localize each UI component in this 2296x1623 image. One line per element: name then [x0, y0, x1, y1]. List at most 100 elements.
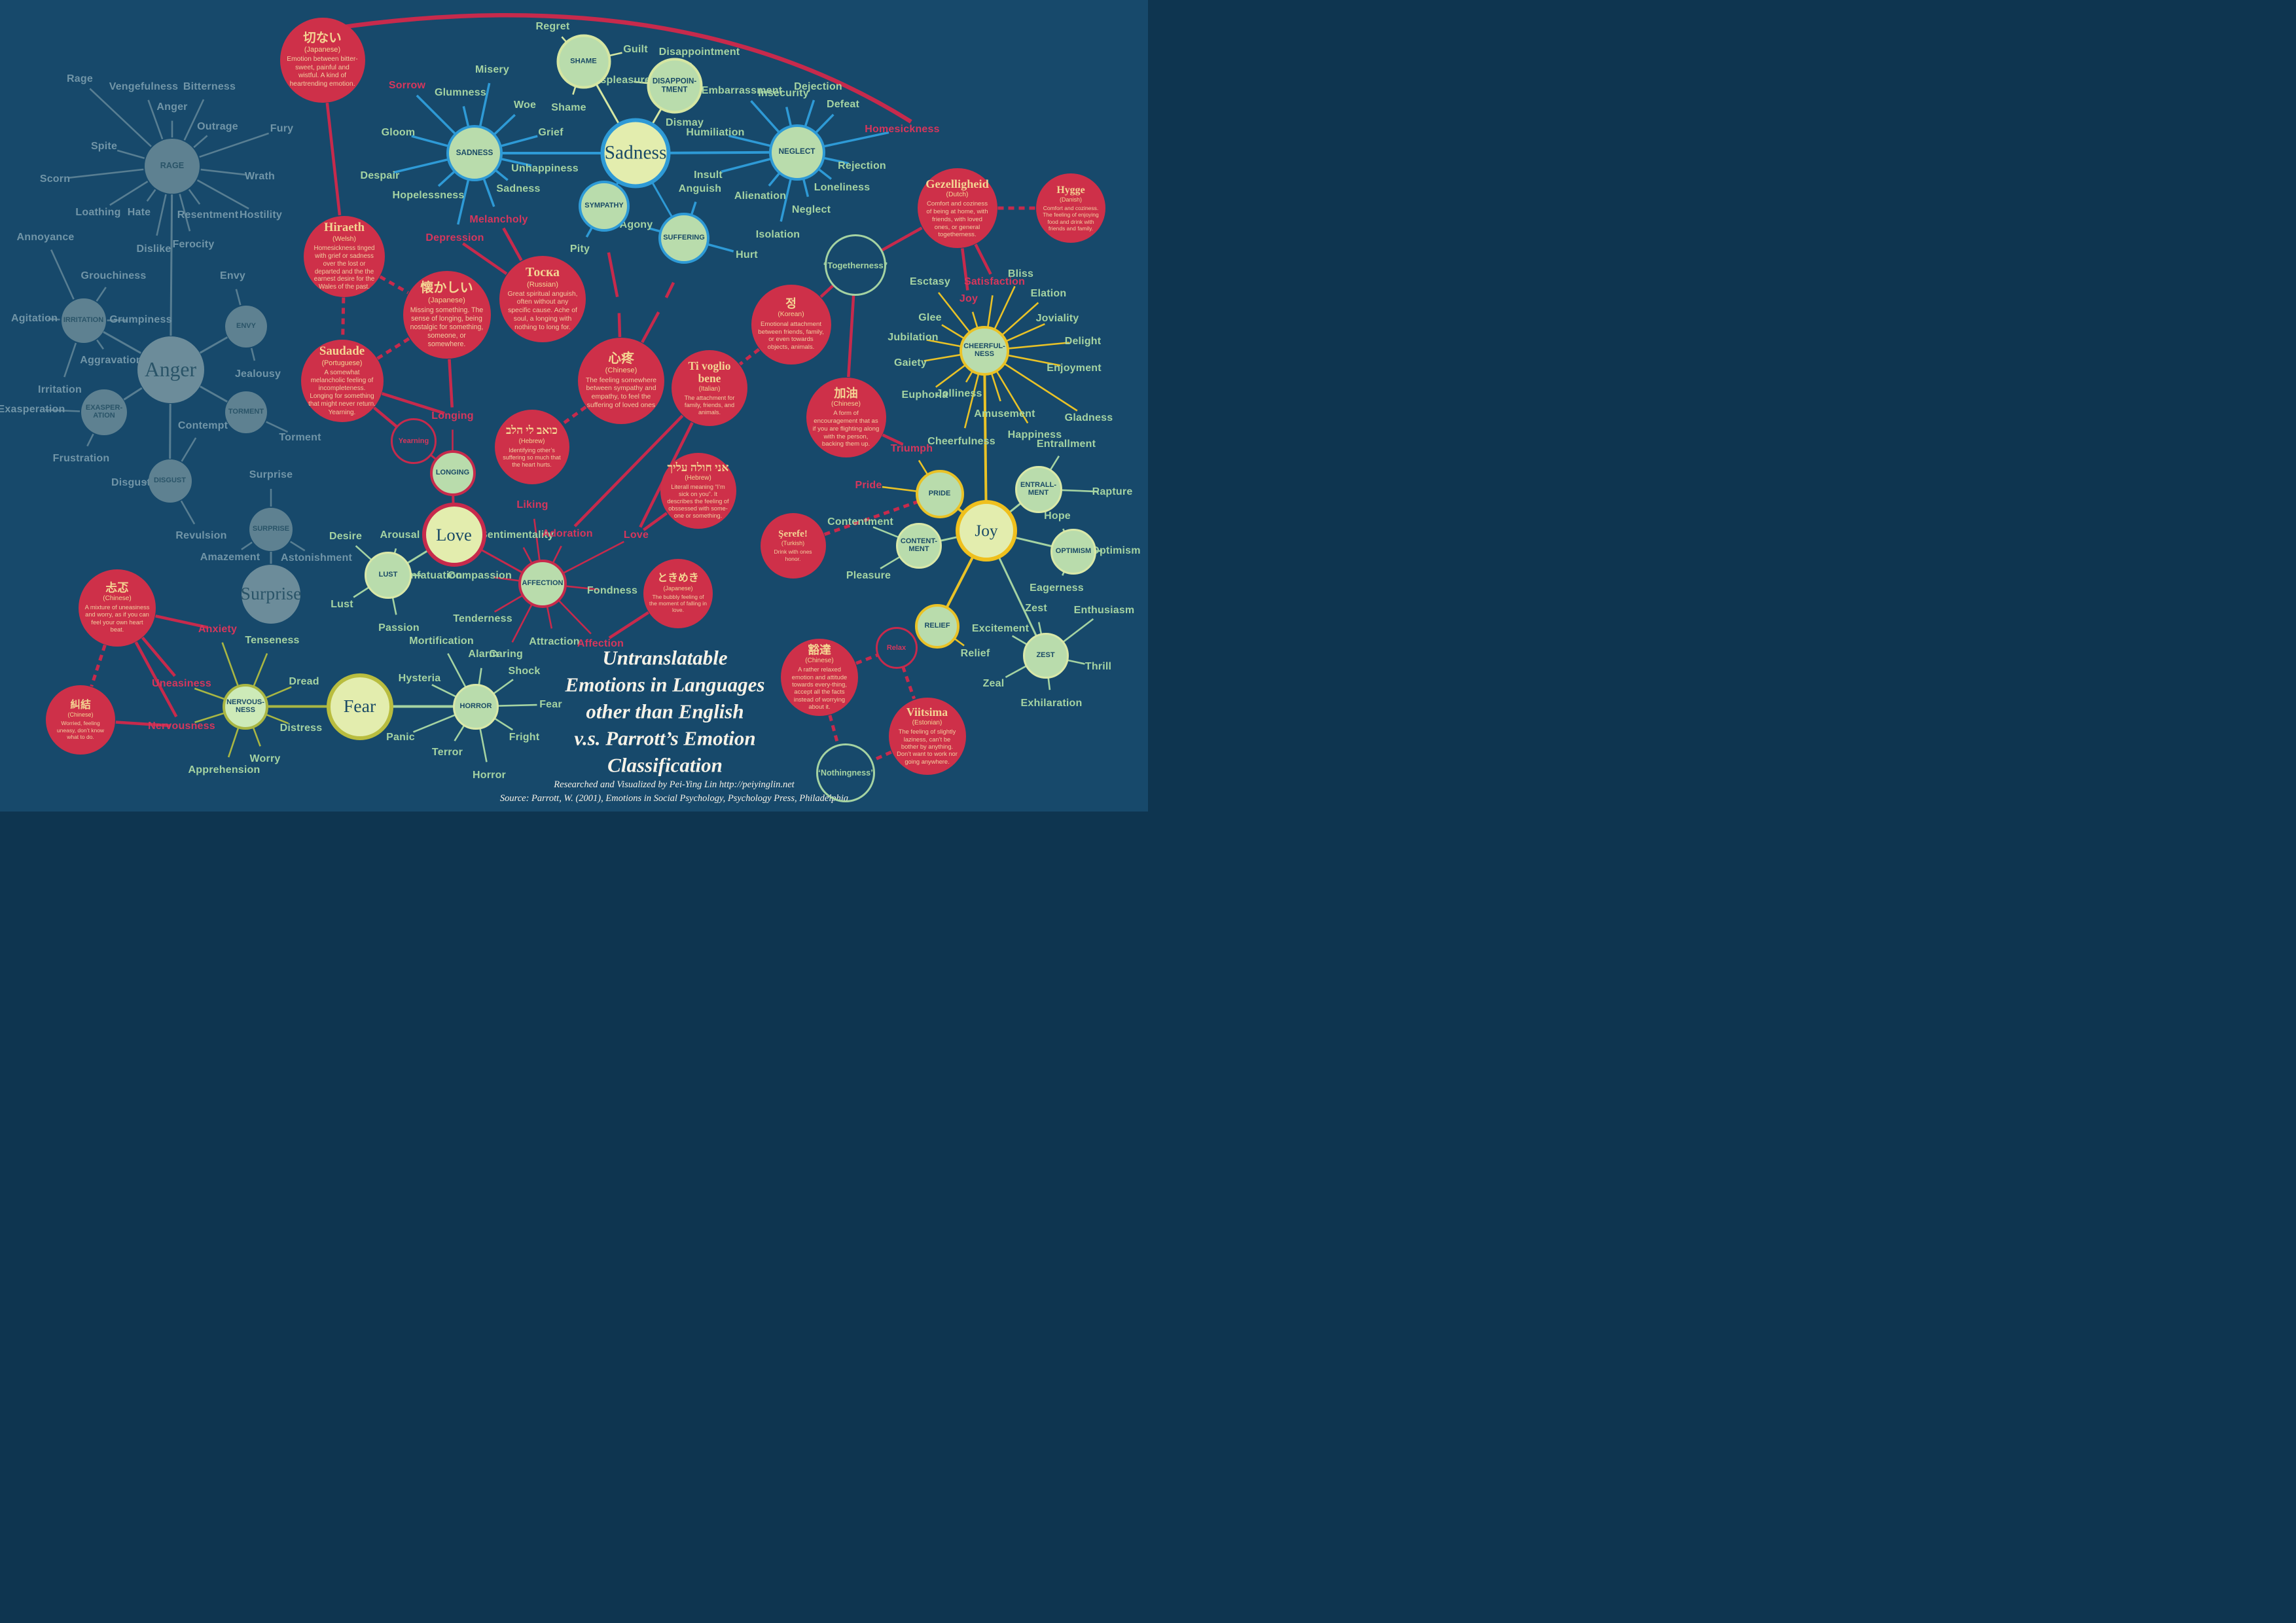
red-circle-title: 豁達 — [808, 643, 831, 656]
credit-line: Researched and Visualized by Pei-Ying Li… — [554, 779, 795, 790]
red-circle-jiayou: 加油 (Chinese) A form of encouragement that … — [806, 378, 886, 457]
red-circle-description: Homesickness tinged with grief or sadnes… — [314, 244, 375, 291]
label-cheerfulness: Cheerfulness — [927, 435, 996, 447]
red-circle-title: כואב לי הלב — [505, 424, 558, 437]
label-grumpiness: Grumpiness — [109, 314, 172, 325]
hub-link — [478, 547, 524, 574]
red-circle-description: Emotion between bitter-sweet, painful an… — [287, 56, 358, 88]
spoke-line-zest — [1011, 635, 1027, 645]
spoke-line-cheerfulness — [924, 353, 961, 362]
label-surprise: Surprise — [249, 469, 293, 480]
hub-link — [983, 373, 988, 504]
label-sadness: Sadness — [496, 183, 541, 194]
red-circle-tokimeki: ときめき (Japanese) The bubbly feeling of the … — [643, 558, 713, 628]
label-fondness: Fondness — [586, 585, 638, 596]
label-joy: Joy — [959, 293, 978, 304]
title-line-2: Emotions in Languages — [565, 673, 765, 696]
spoke-line-nervousness — [194, 712, 225, 723]
red-link — [819, 283, 835, 298]
label-attraction: Attraction — [529, 636, 580, 647]
spoke-line-nervousness — [227, 726, 240, 758]
big-node-anger: Anger — [137, 336, 204, 403]
label-agitation: Agitation — [10, 312, 58, 324]
spoke-line-neglect — [721, 158, 772, 173]
red-circle-koev-li-halev: כואב לי הלב (Hebrew) Identifying other’s s… — [494, 409, 569, 484]
label-astonishment: Astonishment — [280, 552, 353, 563]
label-defeat: Defeat — [826, 99, 860, 110]
spoke-line-rage — [117, 149, 145, 160]
spoke-line-neglect — [802, 177, 810, 198]
label-anguish: Anguish — [678, 183, 722, 194]
label-exasperation: Exasperation — [0, 403, 65, 415]
red-circle-title: Тоска — [526, 264, 560, 279]
label-neglect: Neglect — [791, 204, 831, 215]
hub-optimism: OPTIMISM — [1050, 528, 1096, 575]
spoke-line-irritation — [96, 339, 104, 350]
spoke-line-cheerfulness — [990, 372, 1001, 402]
title-line-1: Untranslatable — [602, 646, 728, 669]
red-link — [880, 226, 923, 252]
spoke-line-nervousness — [265, 713, 289, 724]
hub-link — [595, 82, 621, 126]
red-circle-language: (Italian) — [698, 385, 721, 393]
spoke-line-rage — [68, 168, 144, 179]
title-line-5: Classification — [607, 753, 723, 777]
spoke-line-nervousness — [194, 687, 226, 700]
label-misery: Misery — [475, 63, 509, 75]
red-link-dashed — [90, 644, 107, 687]
label-melancholy: Melancholy — [469, 213, 528, 225]
label-alienation: Alienation — [734, 190, 787, 202]
red-circle-language: (Estonian) — [912, 719, 942, 727]
red-circle-language: (Chinese) — [831, 401, 861, 408]
label-hopelessness: Hopelessness — [392, 189, 465, 201]
label-annoyance: Annoyance — [16, 231, 75, 243]
label-amazement: Amazement — [200, 551, 260, 563]
label-hope: Hope — [1044, 510, 1071, 522]
hub-disgust: DISGUST — [148, 459, 192, 503]
spoke-line-neglect — [823, 156, 849, 165]
red-circle-language: (Korean) — [778, 311, 804, 319]
spoke-line-cheerfulness — [1005, 323, 1045, 342]
red-circle-description: The feeling somewhere between sympathy a… — [585, 376, 657, 409]
spoke-line-lust — [391, 597, 397, 615]
red-circle-natsukashii: 懐かしい (Japanese) Missing something. The sen… — [403, 271, 491, 359]
red-circle-description: A form of encouragement that as if you a… — [812, 410, 880, 448]
spoke-line-rage — [147, 99, 164, 140]
label-gladness: Gladness — [1064, 412, 1113, 423]
hub-surprise-sub: SURPRISE — [249, 508, 293, 551]
spoke-line-nervousness — [252, 726, 261, 747]
spoke-line-sadness-sub — [437, 170, 456, 187]
label-revulsion: Revulsion — [175, 530, 227, 541]
label-sorrow: Sorrow — [388, 80, 426, 91]
red-link-dashed — [376, 337, 410, 360]
red-circle-title: אני חולה עליך — [667, 460, 729, 474]
red-circle-saudade: Saudade (Portuguese) A somewhat melancholi… — [300, 340, 384, 422]
red-link — [141, 636, 176, 677]
spoke-line-rage — [156, 194, 167, 236]
label-loathing: Loathing — [75, 206, 121, 218]
spoke-line-torment — [266, 421, 289, 433]
label-glee: Glee — [918, 312, 942, 323]
spoke-line-cheerfulness — [963, 373, 980, 429]
label-pity: Pity — [569, 243, 590, 255]
red-link — [115, 721, 170, 728]
spoke-line-neglect — [823, 131, 889, 148]
red-circle-toska: Тоска (Russian) Great spiritual anguish, o… — [499, 255, 586, 342]
label-shock: Shock — [508, 666, 541, 677]
hub-entrallment: ENTRALL- MENT — [1014, 465, 1062, 513]
label-euphoria: Euphoria — [901, 389, 948, 401]
label-insult: Insult — [694, 169, 723, 181]
red-link — [381, 392, 445, 415]
spoke-line-horror — [478, 668, 482, 685]
red-link — [502, 227, 523, 261]
hub-link — [170, 194, 173, 336]
red-circle-huoda: 豁達 (Chinese) A rather relaxed emotion and … — [781, 639, 858, 716]
label-jolliness: Jolliness — [936, 388, 982, 399]
label-despair: Despair — [360, 169, 400, 181]
hub-neglect: NEGLECT — [768, 124, 825, 181]
spoke-line-affection — [565, 585, 599, 591]
label-contempt: Contempt — [177, 420, 228, 431]
label-elation: Elation — [1030, 287, 1067, 299]
hub-link — [997, 555, 1037, 637]
hub-contentment: CONTENT- MENT — [896, 522, 942, 569]
